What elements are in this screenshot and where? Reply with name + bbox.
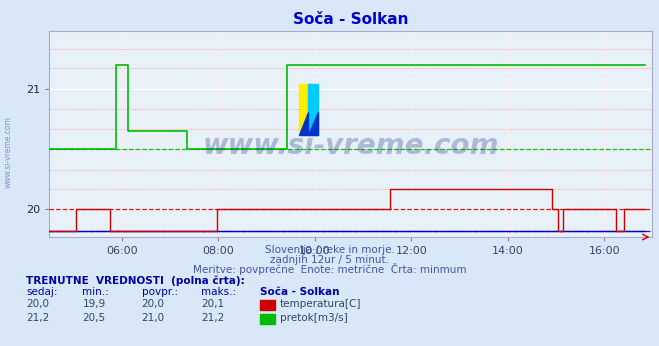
Polygon shape: [299, 112, 308, 135]
Text: 20,0: 20,0: [142, 299, 165, 309]
Text: 20,5: 20,5: [82, 313, 105, 323]
Text: www.si-vreme.com: www.si-vreme.com: [3, 116, 13, 188]
Text: zadnjih 12ur / 5 minut.: zadnjih 12ur / 5 minut.: [270, 255, 389, 265]
Text: maks.:: maks.:: [201, 287, 236, 297]
Bar: [308, 84, 318, 135]
Text: 20,0: 20,0: [26, 299, 49, 309]
Text: pretok[m3/s]: pretok[m3/s]: [280, 313, 348, 323]
Text: Soča - Solkan: Soča - Solkan: [260, 287, 340, 297]
Text: min.:: min.:: [82, 287, 109, 297]
Text: Meritve: povprečne  Enote: metrične  Črta: minmum: Meritve: povprečne Enote: metrične Črta:…: [192, 263, 467, 275]
Bar: [299, 84, 308, 135]
Text: TRENUTNE  VREDNOSTI  (polna črta):: TRENUTNE VREDNOSTI (polna črta):: [26, 276, 245, 286]
Title: Soča - Solkan: Soča - Solkan: [293, 12, 409, 27]
Text: 21,2: 21,2: [26, 313, 49, 323]
Text: 19,9: 19,9: [82, 299, 105, 309]
Text: Slovenija / reke in morje.: Slovenija / reke in morje.: [264, 245, 395, 255]
Text: 21,2: 21,2: [201, 313, 224, 323]
Text: 20,1: 20,1: [201, 299, 224, 309]
Text: sedaj:: sedaj:: [26, 287, 58, 297]
Text: 21,0: 21,0: [142, 313, 165, 323]
Text: povpr.:: povpr.:: [142, 287, 178, 297]
Text: www.si-vreme.com: www.si-vreme.com: [203, 133, 499, 161]
Polygon shape: [308, 112, 318, 135]
Text: temperatura[C]: temperatura[C]: [280, 299, 362, 309]
